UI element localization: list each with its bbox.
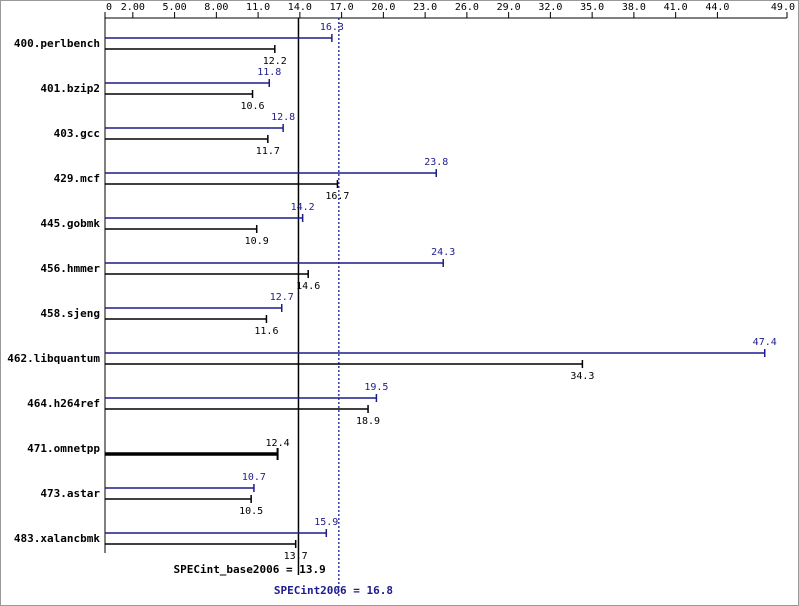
category-label: 462.libquantum xyxy=(7,352,100,365)
value-label: 24.3 xyxy=(431,247,455,258)
x-tick-label: 2.00 xyxy=(121,2,145,13)
x-tick-label: 26.0 xyxy=(455,2,479,13)
reference-label: SPECint_base2006 = 13.9 xyxy=(173,563,325,576)
value-label: 14.2 xyxy=(291,202,315,213)
x-tick-label: 17.0 xyxy=(330,2,354,13)
reference-label: SPECint2006 = 16.8 xyxy=(274,584,393,597)
x-tick-label: 35.0 xyxy=(580,2,604,13)
x-tick-label: 0 xyxy=(106,2,112,13)
value-label: 34.3 xyxy=(570,371,594,382)
value-label: 12.8 xyxy=(271,112,295,123)
category-label: 458.sjeng xyxy=(40,307,100,320)
value-label: 11.7 xyxy=(256,146,280,157)
x-tick-label: 5.00 xyxy=(163,2,187,13)
category-label: 429.mcf xyxy=(54,172,100,185)
category-label: 473.astar xyxy=(40,487,100,500)
value-label: 10.5 xyxy=(239,506,263,517)
value-label: 12.7 xyxy=(270,292,294,303)
value-label: 16.3 xyxy=(320,22,344,33)
category-label: 456.hmmer xyxy=(40,262,100,275)
x-tick-label: 38.0 xyxy=(622,2,646,13)
value-label: 12.4 xyxy=(266,438,290,449)
value-label: 10.7 xyxy=(242,472,266,483)
category-label: 471.omnetpp xyxy=(27,442,100,455)
x-tick-label: 29.0 xyxy=(497,2,521,13)
category-label: 403.gcc xyxy=(54,127,100,140)
category-label: 483.xalancbmk xyxy=(14,532,100,545)
value-label: 15.9 xyxy=(314,517,338,528)
category-label: 445.gobmk xyxy=(40,217,100,230)
value-label: 10.6 xyxy=(240,101,264,112)
value-label: 16.7 xyxy=(325,191,349,202)
category-label: 400.perlbench xyxy=(14,37,100,50)
value-label: 13.7 xyxy=(284,551,308,562)
category-label: 464.h264ref xyxy=(27,397,100,410)
value-label: 19.5 xyxy=(364,382,388,393)
x-tick-label: 11.0 xyxy=(246,2,270,13)
x-tick-label: 23.0 xyxy=(413,2,437,13)
value-label: 14.6 xyxy=(296,281,320,292)
x-tick-label: 44.0 xyxy=(705,2,729,13)
x-tick-label: 32.0 xyxy=(538,2,562,13)
value-label: 47.4 xyxy=(753,337,777,348)
value-label: 10.9 xyxy=(245,236,269,247)
x-tick-label: 8.00 xyxy=(204,2,228,13)
value-label: 11.8 xyxy=(257,67,281,78)
value-label: 12.2 xyxy=(263,56,287,67)
x-tick-label: 41.0 xyxy=(664,2,688,13)
x-tick-label: 49.0 xyxy=(771,2,795,13)
x-tick-label: 14.0 xyxy=(288,2,312,13)
value-label: 11.6 xyxy=(254,326,278,337)
value-label: 18.9 xyxy=(356,416,380,427)
category-label: 401.bzip2 xyxy=(40,82,100,95)
value-label: 23.8 xyxy=(424,157,448,168)
x-tick-label: 20.0 xyxy=(371,2,395,13)
